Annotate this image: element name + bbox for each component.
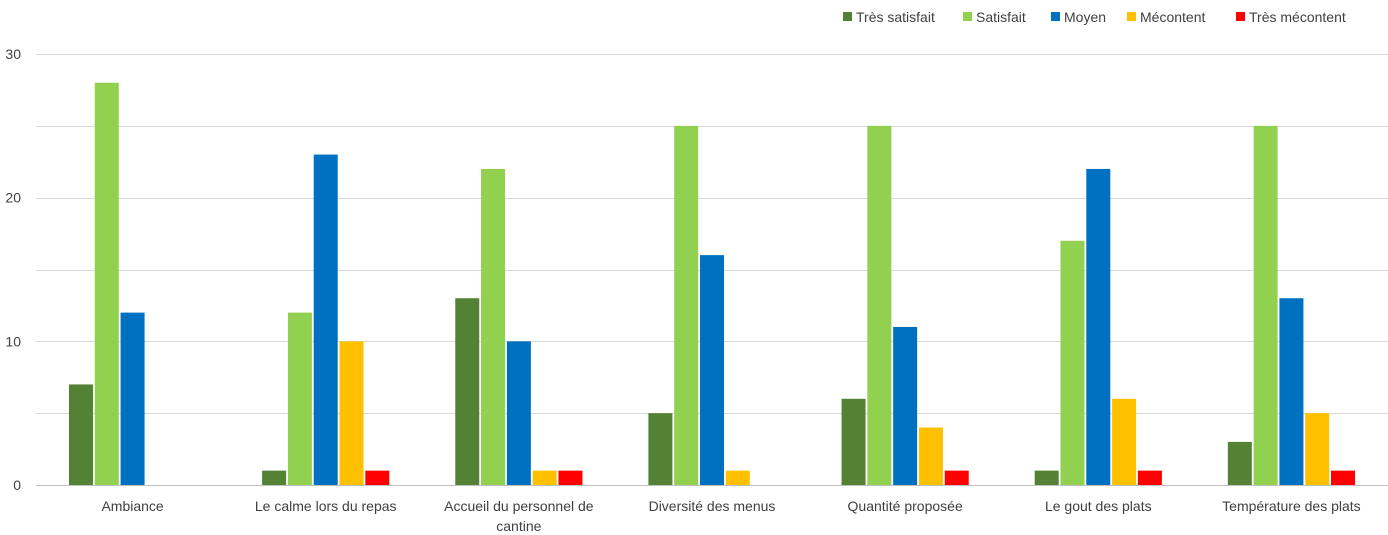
bar bbox=[1112, 398, 1137, 485]
bar bbox=[1060, 240, 1085, 485]
legend-label: Très mécontent bbox=[1249, 9, 1346, 25]
bar bbox=[365, 470, 390, 485]
bar bbox=[725, 470, 750, 485]
legend-swatch bbox=[963, 12, 972, 21]
bar bbox=[893, 326, 918, 485]
y-tick-label: 0 bbox=[13, 477, 21, 493]
category-label: Le gout des plats bbox=[1045, 498, 1152, 514]
x-axis-categories: Ambiance Le calme lors du repas Accueil du… bbox=[101, 498, 1360, 534]
bar bbox=[558, 470, 583, 485]
bar bbox=[1305, 413, 1330, 485]
bar bbox=[287, 312, 312, 485]
y-tick-label: 30 bbox=[5, 46, 21, 62]
y-tick-label: 20 bbox=[5, 190, 21, 206]
bar bbox=[1331, 470, 1356, 485]
category-label: Le calme lors du repas bbox=[255, 498, 397, 514]
bar bbox=[1086, 168, 1111, 485]
legend: Très satisfait Satisfait Moyen Mécontent Trè… bbox=[843, 9, 1346, 25]
category-label: Quantité proposée bbox=[848, 498, 963, 514]
bar bbox=[841, 398, 866, 485]
bar bbox=[944, 470, 969, 485]
bar bbox=[481, 168, 506, 485]
bar bbox=[867, 125, 892, 485]
category-label: Ambiance bbox=[101, 498, 163, 514]
bar bbox=[313, 154, 338, 486]
bar bbox=[120, 312, 145, 485]
category-label: Température des plats bbox=[1222, 498, 1361, 514]
bar bbox=[1227, 441, 1252, 485]
y-axis-ticks: 0 10 20 30 bbox=[5, 46, 21, 493]
legend-label: Satisfait bbox=[976, 9, 1026, 25]
legend-swatch bbox=[1127, 12, 1136, 21]
bar bbox=[648, 413, 673, 485]
legend-label: Moyen bbox=[1064, 9, 1106, 25]
bar bbox=[700, 255, 724, 485]
category-label: cantine bbox=[496, 518, 541, 534]
category-label: Diversité des menus bbox=[649, 498, 776, 514]
bars bbox=[68, 82, 1356, 486]
legend-label: Très satisfait bbox=[856, 9, 935, 25]
bar bbox=[674, 125, 699, 485]
bar bbox=[262, 470, 287, 485]
legend-swatch bbox=[1051, 12, 1060, 21]
bar bbox=[1253, 125, 1278, 485]
bar bbox=[532, 470, 557, 485]
bar bbox=[94, 82, 119, 485]
bar bbox=[68, 384, 93, 485]
legend-swatch bbox=[1236, 12, 1245, 21]
legend-swatch bbox=[843, 12, 852, 21]
legend-label: Mécontent bbox=[1140, 9, 1205, 25]
bar bbox=[1137, 470, 1162, 485]
bar bbox=[506, 341, 531, 485]
bar bbox=[339, 341, 364, 485]
bar bbox=[918, 427, 943, 485]
category-label: Accueil du personnel de bbox=[444, 498, 594, 514]
bar bbox=[1034, 470, 1059, 485]
y-tick-label: 10 bbox=[5, 333, 21, 349]
bar bbox=[455, 298, 480, 485]
bar bbox=[1279, 298, 1304, 485]
